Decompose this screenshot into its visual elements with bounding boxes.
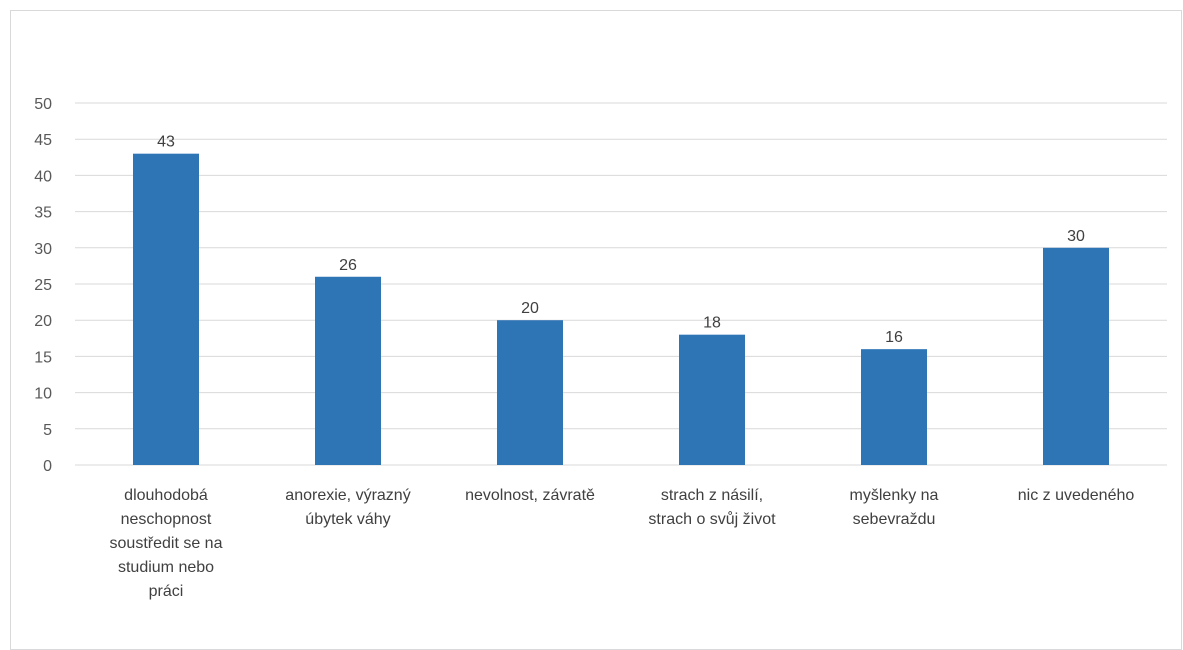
gridlines	[75, 102, 1167, 466]
y-tick-label: 10	[34, 386, 52, 403]
y-tick-label: 0	[43, 458, 52, 475]
category-label: neschopnost	[121, 511, 212, 528]
data-label: 20	[521, 300, 539, 317]
category-label: studium nebo	[118, 559, 214, 576]
category-label: anorexie, výrazný	[285, 487, 410, 504]
category-label: soustředit se na	[110, 535, 223, 552]
category-label: nic z uvedeného	[1018, 487, 1135, 504]
y-tick-label: 45	[34, 132, 52, 149]
data-label: 18	[703, 315, 721, 332]
bar	[497, 320, 563, 465]
category-label: dlouhodobá	[124, 487, 208, 504]
y-tick-label: 30	[34, 241, 52, 258]
bar-chart: 0 5 10 15 20 25 30 35 40 45 50 43 26 20 18 16 30 dlouho…	[34, 96, 1167, 600]
category-label: strach o svůj život	[648, 510, 776, 528]
data-labels: 43 26 20 18 16 30	[157, 134, 1085, 346]
y-tick-label: 35	[34, 205, 52, 222]
bar	[679, 334, 745, 465]
category-label: strach z násilí,	[661, 487, 763, 504]
chart-frame	[10, 10, 1182, 650]
bar	[133, 153, 199, 465]
category-label: nevolnost, závratě	[465, 487, 595, 504]
data-label: 30	[1067, 228, 1085, 245]
y-tick-label: 25	[34, 277, 52, 294]
bar	[861, 349, 927, 465]
category-label: myšlenky na	[850, 487, 939, 504]
data-label: 43	[157, 134, 175, 151]
y-tick-label: 15	[34, 349, 52, 366]
bars	[133, 153, 1109, 465]
y-axis-tick-labels: 0 5 10 15 20 25 30 35 40 45 50	[34, 96, 52, 475]
bar	[315, 276, 381, 465]
y-tick-label: 20	[34, 313, 52, 330]
data-label: 26	[339, 257, 357, 274]
x-axis-category-labels: dlouhodobá neschopnost soustředit se na stu…	[110, 487, 1135, 600]
category-label: sebevraždu	[853, 511, 936, 528]
y-tick-label: 5	[43, 422, 52, 439]
y-tick-label: 40	[34, 168, 52, 185]
category-label: úbytek váhy	[305, 511, 390, 528]
bar	[1043, 247, 1109, 465]
data-label: 16	[885, 329, 903, 346]
y-tick-label: 50	[34, 96, 52, 113]
category-label: práci	[149, 583, 184, 600]
